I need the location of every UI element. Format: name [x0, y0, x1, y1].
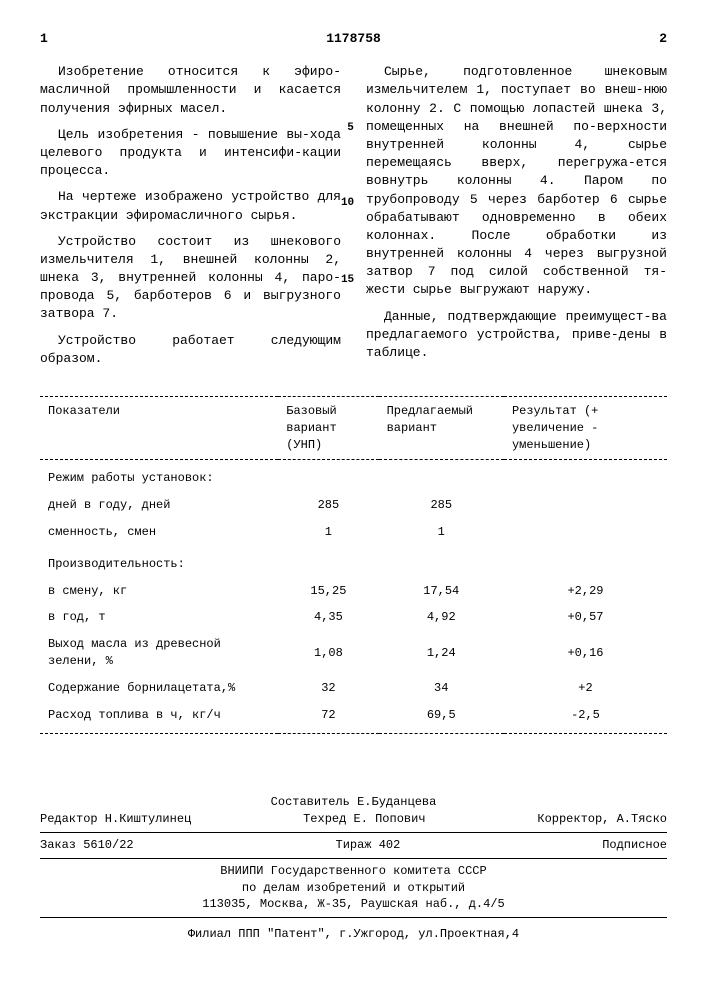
cell-value: 15,25 [278, 578, 378, 605]
cell-value: 1 [379, 519, 504, 546]
table-row: в смену, кг15,2517,54+2,29 [40, 578, 667, 605]
cell-result: +2 [504, 675, 667, 702]
header-row: 1 1178758 2 [40, 30, 667, 48]
page-right: 2 [659, 30, 667, 48]
org1: ВНИИПИ Государственного комитета СССР [40, 863, 667, 880]
cell-value [278, 546, 378, 578]
tirazh: Тираж 402 [336, 837, 401, 854]
para: Данные, подтверждающие преимущест-ва пре… [366, 308, 667, 363]
cell-result [504, 519, 667, 546]
table-row: Содержание борнилацетата,%3234+2 [40, 675, 667, 702]
doc-number: 1178758 [48, 30, 659, 48]
two-column-text: 5 10 15 Изобретение относится к эфиро-ма… [40, 63, 667, 376]
para: Устройство работает следующим образом. [40, 332, 341, 368]
cell-value [278, 460, 378, 492]
cell-label: в год, т [40, 604, 278, 631]
table-row: сменность, смен11 [40, 519, 667, 546]
para: Цель изобретения - повышение вы-хода цел… [40, 126, 341, 181]
cell-result [504, 492, 667, 519]
table-row: Выход масла из древесной зелени, %1,081,… [40, 631, 667, 675]
para: На чертеже изображено устройство для экс… [40, 188, 341, 224]
footer-order: Заказ 5610/22 Тираж 402 Подписное [40, 837, 667, 859]
footer: Составитель Е.Буданцева Редактор Н.Кишту… [40, 794, 667, 943]
page-left: 1 [40, 30, 48, 48]
cell-value: 1,08 [278, 631, 378, 675]
podpisnoe: Подписное [602, 837, 667, 854]
line-number-10: 10 [341, 196, 354, 211]
cell-label: Расход топлива в ч, кг/ч [40, 702, 278, 734]
cell-result: +0,57 [504, 604, 667, 631]
table-row: Производительность: [40, 546, 667, 578]
col-header: Показатели [40, 397, 278, 460]
data-table: Показатели Базовый вариант (УНП) Предлаг… [40, 396, 667, 734]
tehred: Техред Е. Попович [303, 811, 425, 828]
col-header: Базовый вариант (УНП) [278, 397, 378, 460]
cell-label: Режим работы установок: [40, 460, 278, 492]
cell-label: Выход масла из древесной зелени, % [40, 631, 278, 675]
addr: 113035, Москва, Ж-35, Раушская наб., д.4… [40, 896, 667, 913]
cell-value: 4,35 [278, 604, 378, 631]
cell-result: -2,5 [504, 702, 667, 734]
cell-value: 34 [379, 675, 504, 702]
cell-value: 1,24 [379, 631, 504, 675]
cell-value: 285 [379, 492, 504, 519]
right-column: Сырье, подготовленное шнековым измельчит… [366, 63, 667, 376]
cell-value: 1 [278, 519, 378, 546]
table-row: в год, т4,354,92+0,57 [40, 604, 667, 631]
cell-value [379, 546, 504, 578]
para: Сырье, подготовленное шнековым измельчит… [366, 63, 667, 299]
footer-org: ВНИИПИ Государственного комитета СССР по… [40, 863, 667, 918]
corrector: Корректор, А.Тяско [537, 811, 667, 828]
cell-value: 72 [278, 702, 378, 734]
cell-value: 69,5 [379, 702, 504, 734]
cell-value [379, 460, 504, 492]
para: Устройство состоит из шнекового измельчи… [40, 233, 341, 324]
zakaz: Заказ 5610/22 [40, 837, 134, 854]
table-row: Режим работы установок: [40, 460, 667, 492]
para: Изобретение относится к эфиро-масличной … [40, 63, 341, 118]
line-number-5: 5 [347, 121, 354, 136]
col-header: Предлагаемый вариант [379, 397, 504, 460]
table-row: Расход топлива в ч, кг/ч7269,5-2,5 [40, 702, 667, 734]
cell-value: 285 [278, 492, 378, 519]
cell-label: дней в году, дней [40, 492, 278, 519]
editor: Редактор Н.Киштулинец [40, 811, 191, 828]
footer-credits: Редактор Н.Киштулинец Техред Е. Попович … [40, 811, 667, 833]
cell-label: Содержание борнилацетата,% [40, 675, 278, 702]
cell-value: 17,54 [379, 578, 504, 605]
cell-result [504, 460, 667, 492]
cell-label: сменность, смен [40, 519, 278, 546]
cell-result: +2,29 [504, 578, 667, 605]
cell-result [504, 546, 667, 578]
cell-value: 4,92 [379, 604, 504, 631]
cell-result: +0,16 [504, 631, 667, 675]
cell-label: Производительность: [40, 546, 278, 578]
line-number-15: 15 [341, 273, 354, 288]
table-row: дней в году, дней285285 [40, 492, 667, 519]
left-column: Изобретение относится к эфиро-масличной … [40, 63, 341, 376]
org2: по делам изобретений и открытий [40, 880, 667, 897]
filial: Филиал ППП "Патент", г.Ужгород, ул.Проек… [40, 922, 667, 943]
col-header: Результат (+ увеличение - уменьшение) [504, 397, 667, 460]
cell-label: в смену, кг [40, 578, 278, 605]
cell-value: 32 [278, 675, 378, 702]
composer: Составитель Е.Буданцева [40, 794, 667, 811]
